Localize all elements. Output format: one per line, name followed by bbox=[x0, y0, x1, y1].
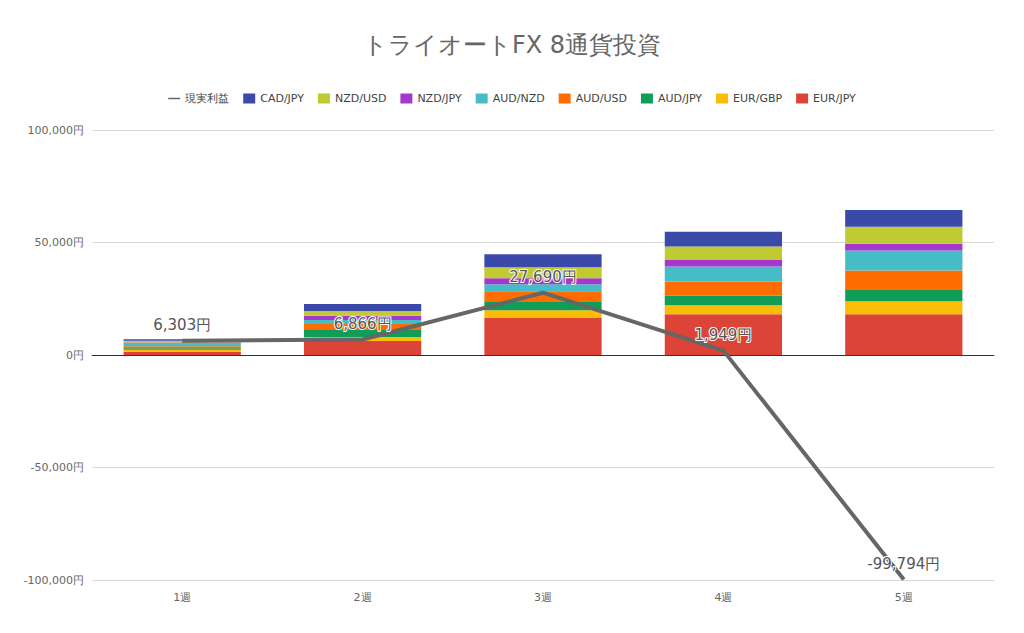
svg-text:EUR/GBP: EUR/GBP bbox=[733, 92, 782, 105]
svg-text:AUD/NZD: AUD/NZD bbox=[493, 92, 545, 105]
svg-text:1週: 1週 bbox=[173, 591, 191, 604]
svg-text:1,949円: 1,949円 bbox=[694, 326, 752, 344]
svg-text:6,303円: 6,303円 bbox=[153, 316, 211, 334]
svg-text:CAD/JPY: CAD/JPY bbox=[260, 92, 304, 105]
svg-text:-50,000円: -50,000円 bbox=[31, 461, 84, 474]
svg-text:トライオートFX 8通貨投資: トライオートFX 8通貨投資 bbox=[363, 31, 661, 59]
svg-text:EUR/JPY: EUR/JPY bbox=[813, 92, 856, 105]
svg-text:NZD/JPY: NZD/JPY bbox=[417, 92, 462, 105]
svg-text:27,690円: 27,690円 bbox=[509, 268, 577, 286]
svg-text:3週: 3週 bbox=[534, 591, 552, 604]
svg-text:4週: 4週 bbox=[714, 591, 732, 604]
svg-text:AUD/JPY: AUD/JPY bbox=[658, 92, 702, 105]
svg-text:100,000円: 100,000円 bbox=[28, 124, 85, 137]
svg-text:-100,000円: -100,000円 bbox=[24, 574, 84, 587]
svg-text:2週: 2週 bbox=[354, 591, 372, 604]
svg-text:-99,794円: -99,794円 bbox=[867, 555, 940, 573]
svg-text:現実利益: 現実利益 bbox=[185, 92, 229, 105]
svg-text:50,000円: 50,000円 bbox=[35, 236, 85, 249]
svg-text:AUD/USD: AUD/USD bbox=[576, 92, 627, 105]
svg-text:NZD/USD: NZD/USD bbox=[335, 92, 386, 105]
svg-text:5週: 5週 bbox=[895, 591, 913, 604]
svg-text:6,866円: 6,866円 bbox=[334, 315, 392, 333]
svg-text:0円: 0円 bbox=[66, 349, 84, 362]
